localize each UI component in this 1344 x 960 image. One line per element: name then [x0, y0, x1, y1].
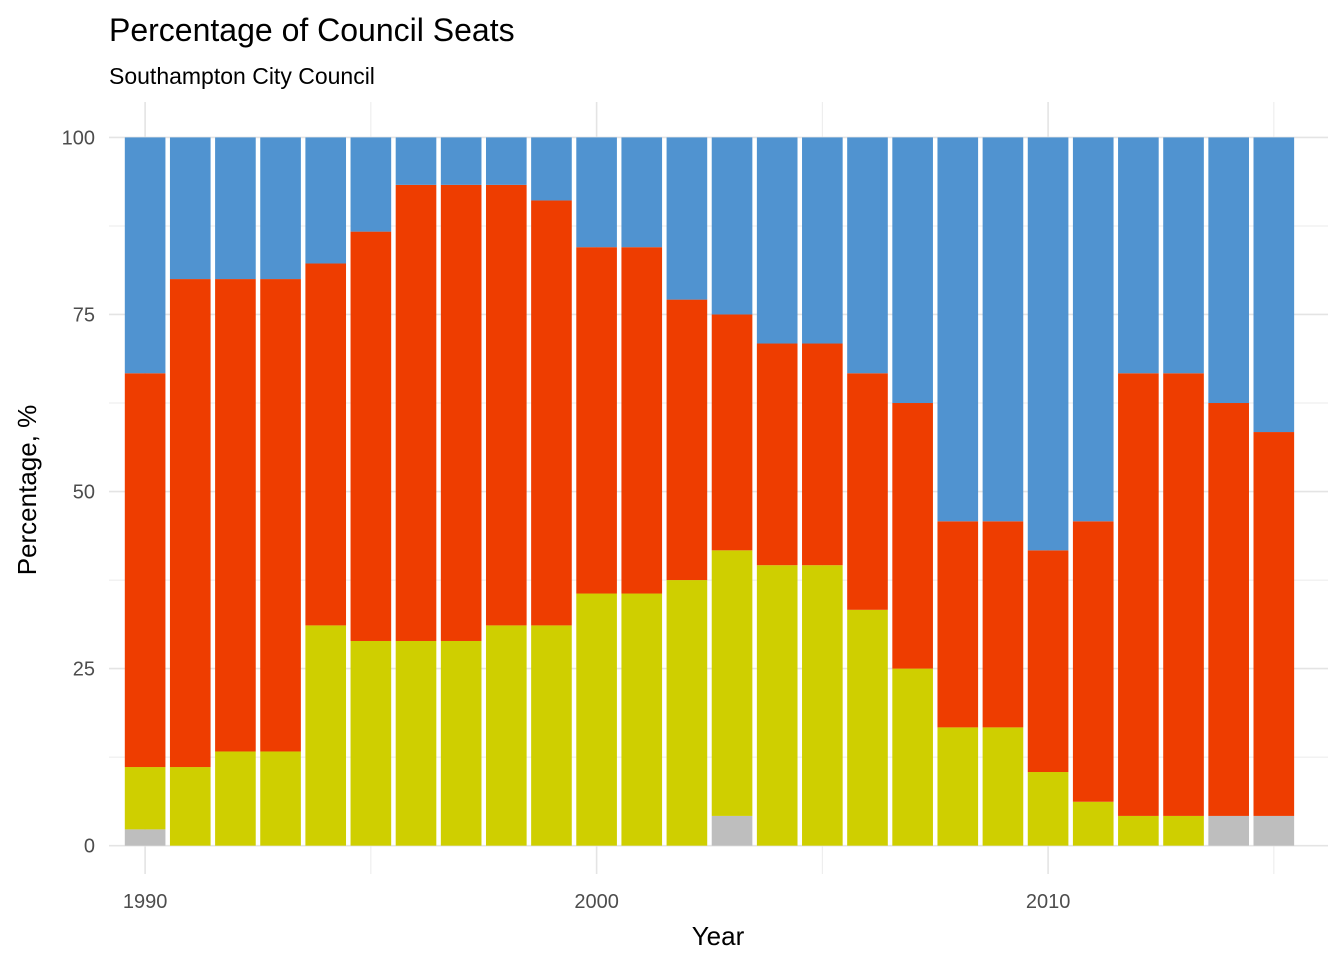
bar-segment	[485, 137, 527, 185]
bar-segment	[215, 137, 256, 280]
y-tick-label: 25	[73, 659, 95, 681]
bar-segment	[531, 625, 572, 846]
bar-segment	[666, 299, 708, 581]
bars	[124, 137, 1295, 846]
bar-segment	[169, 767, 211, 846]
bar-segment	[711, 314, 753, 551]
bar-segment	[621, 247, 663, 594]
bar-segment	[711, 137, 753, 315]
bar-segment	[982, 727, 1024, 846]
bar-segment	[350, 137, 392, 232]
bar-segment	[937, 727, 979, 846]
bar-segment	[711, 815, 753, 846]
bar-segment	[576, 247, 617, 594]
bar-segment	[1208, 137, 1249, 404]
bar-segment	[892, 403, 933, 669]
bar-segment	[847, 137, 888, 374]
bar-segment	[260, 751, 301, 846]
bar-segment	[666, 137, 708, 300]
bar-segment	[1253, 137, 1295, 433]
bar-segment	[169, 137, 211, 280]
bar-segment	[440, 137, 482, 185]
bar-segment	[1118, 373, 1159, 816]
bar-segment	[1163, 137, 1204, 374]
bar-segment	[169, 279, 211, 768]
bar-segment	[1072, 801, 1114, 846]
bar-segment	[982, 137, 1024, 522]
bar-segment	[440, 640, 482, 846]
bar-segment	[892, 668, 933, 846]
bar-segment	[756, 565, 798, 846]
x-tick-label: 2000	[574, 891, 619, 913]
bar-segment	[756, 343, 798, 566]
bar-segment	[1072, 137, 1114, 522]
chart-title: Percentage of Council Seats	[109, 12, 515, 48]
bar-segment	[982, 521, 1024, 728]
bar-segment	[1118, 815, 1159, 846]
y-axis-title: Percentage, %	[12, 405, 42, 576]
y-tick-labels: 0 25 50 75 100	[62, 127, 95, 857]
bar-segment	[485, 184, 527, 626]
bar-segment	[847, 373, 888, 610]
bar-segment	[395, 640, 437, 846]
bar-segment	[124, 767, 166, 830]
bar-segment	[621, 593, 663, 846]
bar-segment	[1072, 521, 1114, 802]
bar-segment	[1253, 815, 1295, 846]
bar-segment	[305, 137, 347, 264]
bar-segment	[1027, 550, 1069, 773]
x-tick-label: 1990	[123, 891, 168, 913]
bar-segment	[1163, 373, 1204, 816]
bar-segment	[802, 565, 843, 846]
bar-segment	[1163, 815, 1204, 846]
y-tick-label: 100	[62, 127, 95, 149]
bar-segment	[260, 137, 301, 280]
bar-segment	[847, 609, 888, 846]
bar-segment	[260, 279, 301, 752]
bar-segment	[1027, 137, 1069, 551]
bar-segment	[892, 137, 933, 404]
x-axis-title: Year	[692, 921, 745, 951]
bar-segment	[305, 625, 347, 846]
bar-segment	[531, 200, 572, 626]
bar-segment	[124, 137, 166, 374]
y-tick-label: 0	[84, 836, 95, 858]
bar-segment	[215, 751, 256, 846]
bar-segment	[1118, 137, 1159, 374]
bar-segment	[215, 279, 256, 752]
bar-segment	[621, 137, 663, 248]
bar-segment	[440, 184, 482, 641]
bar-segment	[666, 580, 708, 846]
bar-segment	[531, 137, 572, 201]
bar-segment	[485, 625, 527, 846]
bar-segment	[124, 373, 166, 768]
bar-segment	[711, 550, 753, 816]
y-tick-label: 75	[73, 304, 95, 326]
x-tick-labels: 1990 2000 2010	[123, 891, 1070, 913]
bar-segment	[395, 184, 437, 641]
bar-segment	[1253, 432, 1295, 816]
bar-segment	[802, 343, 843, 566]
bar-segment	[1208, 815, 1249, 846]
y-tick-label: 50	[73, 482, 95, 504]
bar-segment	[350, 231, 392, 641]
x-tick-label: 2010	[1026, 891, 1071, 913]
bar-segment	[305, 263, 347, 626]
bar-segment	[124, 829, 166, 846]
bar-segment	[1208, 403, 1249, 816]
bar-segment	[576, 137, 617, 248]
bar-segment	[1027, 772, 1069, 846]
bar-segment	[937, 137, 979, 522]
bar-segment	[937, 521, 979, 728]
bar-segment	[350, 640, 392, 846]
bar-segment	[395, 137, 437, 185]
bar-segment	[576, 593, 617, 846]
bar-segment	[756, 137, 798, 344]
bar-segment	[802, 137, 843, 344]
chart-subtitle: Southampton City Council	[109, 63, 375, 89]
